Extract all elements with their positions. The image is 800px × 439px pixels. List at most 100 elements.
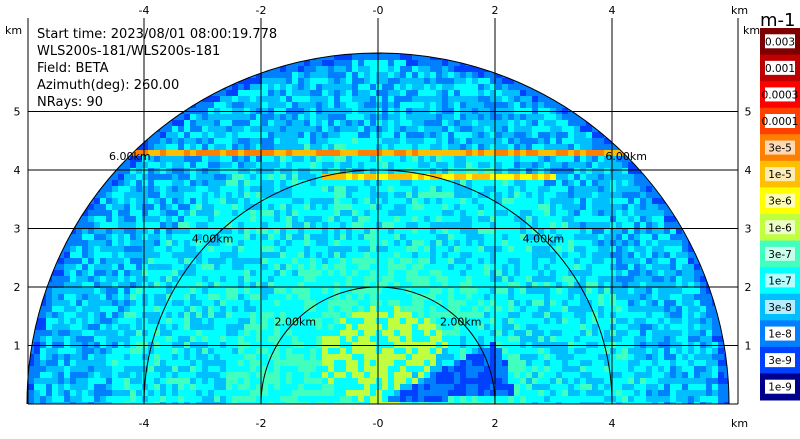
heat-cell xyxy=(490,90,496,96)
heat-cell xyxy=(316,246,322,252)
heat-cell xyxy=(424,276,430,282)
heat-cell xyxy=(598,378,604,384)
heat-cell xyxy=(322,72,328,78)
heat-cell xyxy=(298,84,304,90)
heat-cell xyxy=(178,252,184,258)
heat-cell xyxy=(124,180,130,186)
heat-cell xyxy=(406,156,412,162)
heat-cell xyxy=(202,240,208,246)
heat-cell xyxy=(172,378,178,384)
heat-cell xyxy=(490,300,496,306)
heat-cell xyxy=(274,330,280,336)
heat-cell xyxy=(202,162,208,168)
heat-cell xyxy=(538,354,544,360)
heat-cell xyxy=(304,174,310,180)
heat-cell xyxy=(214,276,220,282)
heat-cell xyxy=(394,228,400,234)
heat-cell xyxy=(352,138,358,144)
heat-cell xyxy=(160,294,166,300)
heat-cell xyxy=(292,372,298,378)
heat-cell xyxy=(448,378,454,384)
heat-cell xyxy=(478,390,484,396)
heat-cell xyxy=(406,96,412,102)
heat-cell xyxy=(502,390,508,396)
heat-cell xyxy=(352,144,358,150)
heat-cell xyxy=(100,312,106,318)
heat-cell xyxy=(586,312,592,318)
heat-cell xyxy=(544,168,550,174)
heat-cell xyxy=(250,384,256,390)
heat-cell xyxy=(400,150,406,156)
heat-cell xyxy=(220,174,226,180)
heat-cell xyxy=(100,222,106,228)
heat-cell xyxy=(250,84,256,90)
heat-cell xyxy=(478,396,484,402)
heat-cell xyxy=(580,318,586,324)
heat-cell xyxy=(442,402,448,404)
heat-cell xyxy=(412,138,418,144)
heat-cell xyxy=(328,186,334,192)
heat-cell xyxy=(178,360,184,366)
heat-cell xyxy=(214,348,220,354)
heat-cell xyxy=(52,384,58,390)
heat-cell xyxy=(304,240,310,246)
heat-cell xyxy=(490,96,496,102)
heat-cell xyxy=(232,294,238,300)
heat-cell xyxy=(364,102,370,108)
heat-cell xyxy=(172,192,178,198)
heat-cell xyxy=(232,318,238,324)
heat-cell xyxy=(232,234,238,240)
heat-cell xyxy=(316,234,322,240)
heat-cell xyxy=(370,162,376,168)
heat-cell xyxy=(136,384,142,390)
heat-cell xyxy=(250,102,256,108)
heat-cell xyxy=(82,240,88,246)
heat-cell xyxy=(370,198,376,204)
heat-cell xyxy=(58,270,64,276)
heat-cell xyxy=(454,360,460,366)
heat-cell xyxy=(436,210,442,216)
heat-cell xyxy=(376,150,382,156)
heat-cell xyxy=(460,384,466,390)
heat-cell xyxy=(544,288,550,294)
heat-cell xyxy=(34,378,40,384)
heat-cell xyxy=(424,360,430,366)
heat-cell xyxy=(280,126,286,132)
heat-cell xyxy=(352,324,358,330)
heat-cell xyxy=(88,288,94,294)
heat-cell xyxy=(244,246,250,252)
heat-cell xyxy=(214,384,220,390)
heat-cell xyxy=(352,120,358,126)
heat-cell xyxy=(64,336,70,342)
heat-cell xyxy=(586,366,592,372)
heat-cell xyxy=(550,138,556,144)
heat-cell xyxy=(220,318,226,324)
heat-cell xyxy=(526,348,532,354)
heat-cell xyxy=(508,204,514,210)
heat-cell xyxy=(310,384,316,390)
heat-cell xyxy=(88,246,94,252)
heat-cell xyxy=(124,330,130,336)
heat-cell xyxy=(202,192,208,198)
heat-cell xyxy=(310,126,316,132)
heat-cell xyxy=(598,180,604,186)
heat-cell xyxy=(106,210,112,216)
heat-cell xyxy=(508,222,514,228)
heat-cell xyxy=(184,336,190,342)
heat-cell xyxy=(586,126,592,132)
heat-cell xyxy=(472,186,478,192)
heat-cell xyxy=(292,360,298,366)
heat-cell xyxy=(394,258,400,264)
heat-cell xyxy=(298,402,304,404)
heat-cell xyxy=(328,162,334,168)
heat-cell xyxy=(418,330,424,336)
heat-cell xyxy=(610,180,616,186)
heat-cell xyxy=(340,354,346,360)
heat-cell xyxy=(484,378,490,384)
heat-cell xyxy=(568,318,574,324)
heat-cell xyxy=(310,60,316,66)
heat-cell xyxy=(406,216,412,222)
heat-cell xyxy=(550,354,556,360)
heat-cell xyxy=(292,126,298,132)
heat-cell xyxy=(136,372,142,378)
